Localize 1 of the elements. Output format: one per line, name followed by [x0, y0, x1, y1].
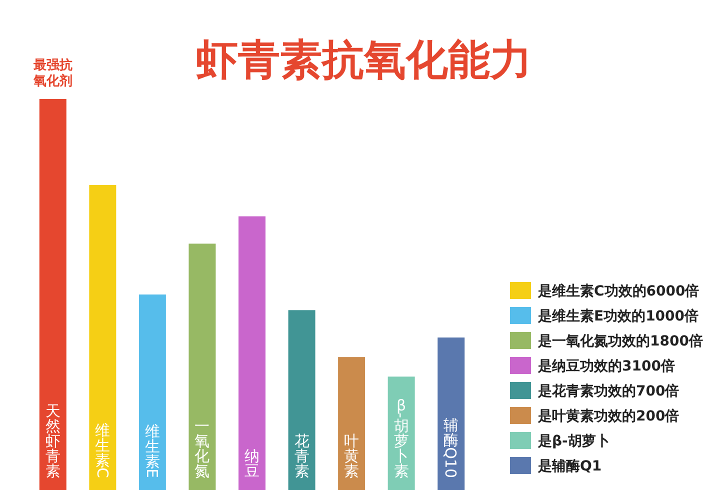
title: 虾青素抗氧化能力	[196, 35, 532, 84]
